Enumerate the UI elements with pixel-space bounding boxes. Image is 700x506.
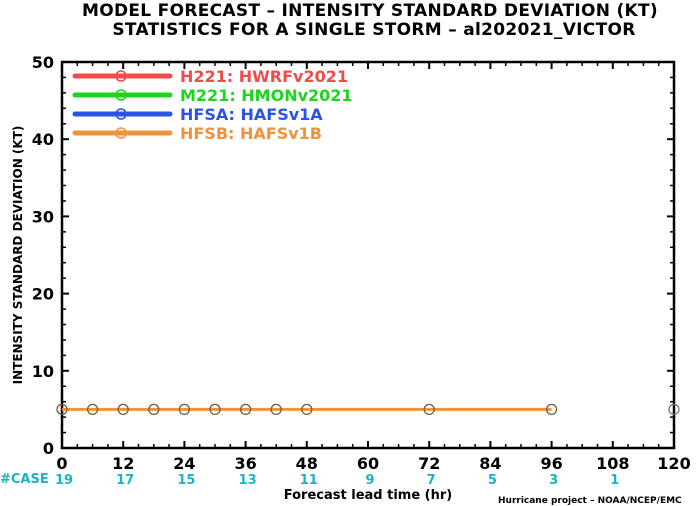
- y-tick-label: 20: [32, 285, 54, 304]
- data-point: [209, 403, 221, 416]
- data-point: [148, 403, 160, 416]
- y-tick-label: 40: [32, 130, 54, 149]
- plot-frame: [60, 60, 676, 450]
- y-axis: 0 10 20 30 40 50: [32, 53, 674, 458]
- case-counts: 19 17 15 13 11 9 7 5 3 1: [55, 473, 619, 488]
- case-count: 19: [55, 473, 73, 488]
- x-tick-label: 36: [234, 454, 256, 473]
- data-point: [545, 403, 558, 416]
- data-point-extra: [668, 403, 680, 416]
- x-tick-label: 24: [173, 454, 195, 473]
- series-group: [56, 403, 680, 416]
- y-tick-label: 0: [43, 439, 54, 458]
- case-label: #CASE: [0, 472, 49, 487]
- x-tick-label: 48: [296, 454, 318, 473]
- case-count: 9: [365, 473, 374, 488]
- case-count: 15: [177, 473, 195, 488]
- legend-label: H221: HWRFv2021: [180, 67, 348, 86]
- credit-text: Hurricane project – NOAA/NCEP/EMC: [498, 496, 682, 506]
- case-count: 1: [610, 473, 619, 488]
- case-count: 11: [300, 473, 318, 488]
- y-tick-label: 30: [32, 207, 54, 226]
- legend-marker: [115, 108, 127, 120]
- x-tick-label: 0: [56, 454, 67, 473]
- data-point: [301, 403, 313, 416]
- y-axis-label: INTENSITY STANDARD DEVIATION (KT): [11, 126, 25, 385]
- x-tick-label: 72: [418, 454, 440, 473]
- case-count: 7: [427, 473, 436, 488]
- case-count: 3: [549, 473, 558, 488]
- data-point: [117, 403, 129, 416]
- chart-title: MODEL FORECAST – INTENSITY STANDARD DEVI…: [82, 1, 658, 21]
- x-tick-label: 60: [357, 454, 379, 473]
- x-tick-label: 84: [479, 454, 501, 473]
- data-point: [423, 403, 435, 416]
- x-tick-label: 96: [540, 454, 562, 473]
- case-count: 5: [488, 473, 497, 488]
- legend-marker: [115, 89, 127, 101]
- data-point: [178, 403, 191, 416]
- legend-label: HFSA: HAFSv1A: [180, 105, 323, 124]
- x-axis: 0 12 24 36 48 60 72 84 96 108 120: [56, 62, 691, 473]
- case-count: 13: [239, 473, 257, 488]
- legend-label: M221: HMONv2021: [180, 86, 353, 105]
- data-point: [86, 403, 99, 416]
- case-count: 17: [116, 473, 134, 488]
- legend-label: HFSB: HAFSv1B: [180, 124, 322, 143]
- x-tick-label: 120: [657, 454, 690, 473]
- x-axis-label: Forecast lead time (hr): [284, 488, 452, 503]
- chart-subtitle: STATISTICS FOR A SINGLE STORM – al202021…: [112, 20, 636, 40]
- data-point: [56, 403, 68, 416]
- y-tick-label: 50: [32, 53, 54, 72]
- legend-marker: [115, 70, 127, 82]
- x-tick-label: 12: [112, 454, 134, 473]
- data-point: [270, 403, 282, 416]
- legend-marker: [115, 127, 127, 139]
- data-point: [239, 403, 252, 416]
- y-tick-label: 10: [32, 362, 54, 381]
- x-tick-label: 108: [596, 454, 629, 473]
